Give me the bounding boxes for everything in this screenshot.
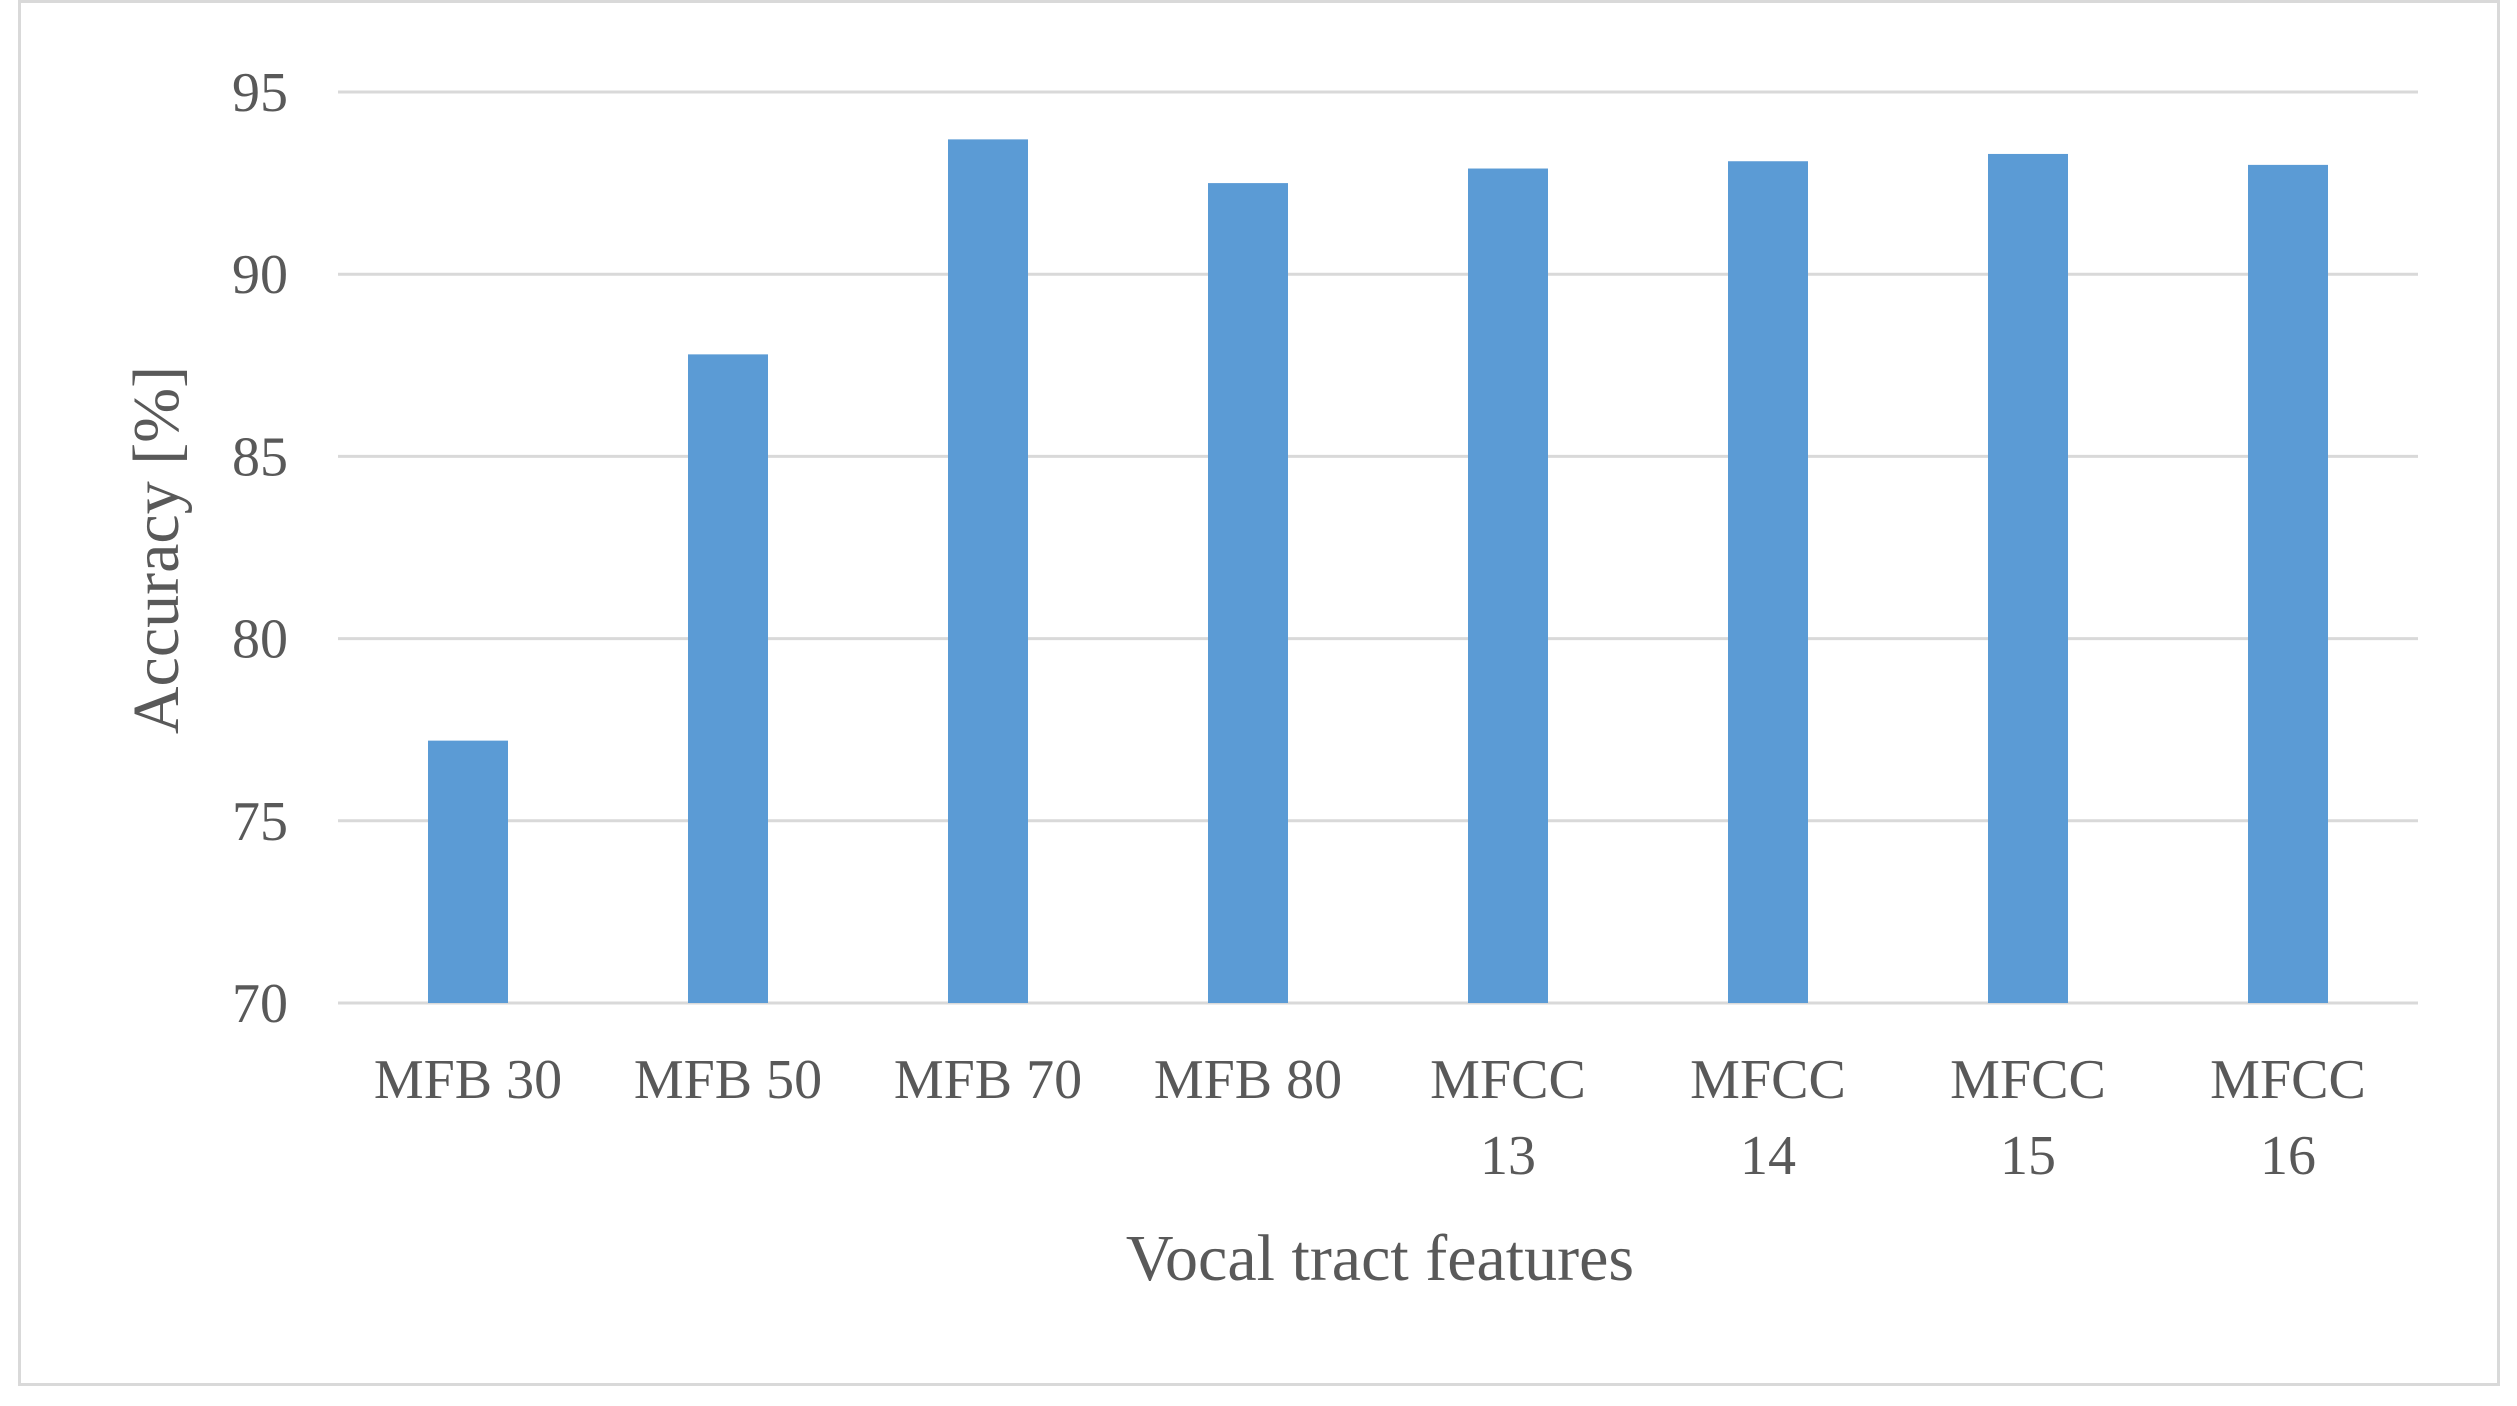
x-tick-labels: MFB 30 MFB 50 MFB 70 MFB 80 MFCC 13 MFCC 14 MFCC… (374, 1049, 2366, 1187)
x-tick-label: MFB 50 (634, 1049, 822, 1111)
bar (1988, 153, 2068, 1003)
y-axis-title: Accuracy [%] (120, 366, 193, 734)
x-tick-label: MFCC 14 (1690, 1049, 1846, 1187)
y-tick-label: 75 (232, 791, 288, 853)
bar (428, 740, 508, 1003)
y-tick-labels: 70 75 80 85 90 95 (232, 62, 288, 1035)
bars (428, 139, 2328, 1004)
x-tick-label: MFB 80 (1154, 1049, 1342, 1111)
x-axis-title: Vocal tract features (1126, 1222, 1634, 1295)
x-tick-label: MFCC 15 (1950, 1049, 2106, 1187)
bar (948, 139, 1028, 1003)
bar (2248, 164, 2328, 1003)
x-tick-label: MFCC 13 (1430, 1049, 1586, 1187)
bar (1208, 183, 1288, 1004)
y-tick-label: 70 (232, 973, 288, 1035)
bar (1728, 161, 1808, 1004)
x-tick-label: MFCC 16 (2210, 1049, 2366, 1187)
y-tick-label: 95 (232, 62, 288, 124)
gridlines (338, 90, 2418, 1005)
bar (688, 354, 768, 1003)
y-tick-label: 90 (232, 244, 288, 306)
x-tick-label: MFB 30 (374, 1049, 562, 1111)
y-tick-label: 80 (232, 609, 288, 671)
bar (1468, 168, 1548, 1004)
x-tick-label: MFB 70 (894, 1049, 1082, 1111)
y-tick-label: 85 (232, 426, 288, 488)
